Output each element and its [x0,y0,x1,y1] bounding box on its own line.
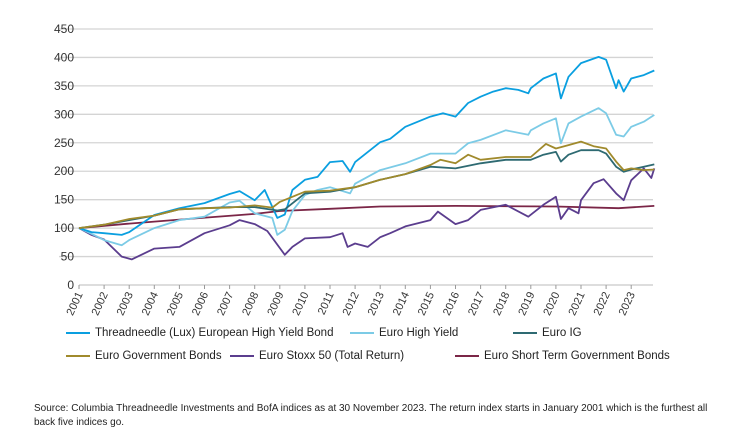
y-tick-label: 200 [54,164,74,178]
x-tick-label: 2012 [341,290,362,317]
y-tick-label: 450 [54,22,74,36]
x-tick-label: 2016 [441,290,462,317]
legend-item-euro-government-bonds: Euro Government Bonds [66,349,222,363]
legend-swatch [513,332,537,334]
x-tick-label: 2001 [64,290,85,317]
x-tick-label: 2013 [366,290,387,317]
y-tick-label: 300 [54,107,74,121]
series-line-4 [78,167,656,261]
y-tick-label: 0 [67,278,74,292]
legend-item-euro-ig: Euro IG [513,326,582,340]
x-tick-label: 2004 [140,290,161,317]
legend-swatch [66,355,90,357]
series-line-2 [78,149,655,229]
x-tick-label: 2019 [516,290,537,317]
x-tick-label: 2002 [90,290,111,317]
legend-label: Euro IG [542,327,582,339]
legend-label: Euro Government Bonds [95,350,222,362]
x-tick-label: 2010 [290,290,311,317]
legend-swatch [66,332,90,334]
legend-item-euro-stoxx-50: Euro Stoxx 50 (Total Return) [230,349,404,363]
y-tick-label: 50 [61,250,75,264]
x-tick-label: 2007 [215,290,236,317]
y-tick-label: 100 [54,221,74,235]
legend-label: Threadneedle (Lux) European High Yield B… [95,327,334,339]
y-tick-label: 400 [54,50,74,64]
x-tick-label: 2018 [491,290,512,317]
legend-item-threadneedle: Threadneedle (Lux) European High Yield B… [66,326,333,340]
x-tick-label: 2003 [115,290,136,317]
legend-label: Euro Short Term Government Bonds [484,350,670,362]
legend-label: Euro High Yield [379,327,459,339]
x-tick-label: 2022 [592,290,613,317]
x-tick-label: 2008 [240,290,261,317]
x-tick-label: 2014 [391,290,412,317]
source-note: Source: Columbia Threadneedle Investment… [34,403,708,428]
x-tick-label: 2021 [566,290,587,317]
x-tick-label: 2006 [190,290,211,317]
legend-swatch [455,355,479,357]
x-tick-label: 2015 [416,290,437,317]
x-tick-label: 2023 [617,290,638,317]
y-tick-label: 150 [54,193,74,207]
legend-item-euro-short-term-government-bonds: Euro Short Term Government Bonds [455,349,670,363]
y-tick-label: 250 [54,136,74,150]
x-tick-label: 2017 [466,290,487,317]
x-tick-label: 2020 [541,290,562,317]
x-tick-label: 2009 [265,290,286,317]
y-tick-label: 350 [54,79,74,93]
series-line-1 [78,107,655,247]
series-line-0 [78,56,655,236]
legend-label: Euro Stoxx 50 (Total Return) [259,350,405,362]
legend-item-euro-high-yield: Euro High Yield [350,326,458,340]
x-tick-label: 2005 [165,290,186,317]
legend-swatch [350,332,374,334]
series-line-5 [78,204,655,229]
legend-swatch [230,355,254,357]
series-line-3 [78,140,655,229]
x-tick-label: 2011 [316,290,337,317]
